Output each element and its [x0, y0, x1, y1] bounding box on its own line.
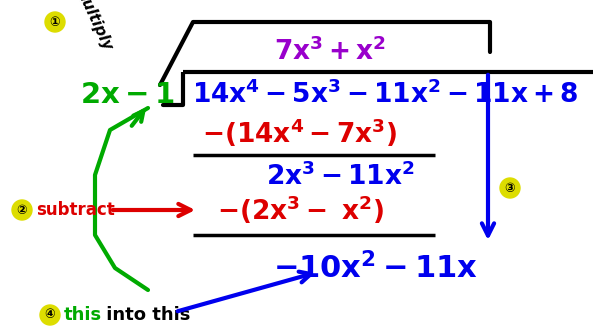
Text: this: this: [64, 306, 102, 324]
Text: ③: ③: [505, 181, 515, 194]
Text: $\mathbf{-(2x^3-\ x^2)}$: $\mathbf{-(2x^3-\ x^2)}$: [217, 194, 383, 226]
Text: ①: ①: [50, 15, 61, 28]
Text: subtract: subtract: [36, 201, 115, 219]
Text: $\mathbf{2x-1}$: $\mathbf{2x-1}$: [80, 81, 176, 109]
Circle shape: [500, 178, 520, 198]
Circle shape: [40, 305, 60, 325]
Text: ②: ②: [17, 203, 28, 216]
Text: ④: ④: [44, 309, 55, 322]
Text: $\mathbf{14x^4-5x^3-11x^2-11x+8}$: $\mathbf{14x^4-5x^3-11x^2-11x+8}$: [192, 81, 578, 109]
Circle shape: [45, 12, 65, 32]
Text: $\mathbf{-10x^2-11x}$: $\mathbf{-10x^2-11x}$: [272, 252, 478, 284]
Circle shape: [12, 200, 32, 220]
Text: $\mathbf{7x^3 + x^2}$: $\mathbf{7x^3 + x^2}$: [274, 38, 386, 66]
Text: $\mathbf{-(14x^4-7x^3)}$: $\mathbf{-(14x^4-7x^3)}$: [202, 117, 398, 149]
Text: into this: into this: [100, 306, 190, 324]
Text: multiply: multiply: [72, 0, 115, 53]
Text: $\mathbf{2x^3-11x^2}$: $\mathbf{2x^3-11x^2}$: [266, 163, 415, 191]
